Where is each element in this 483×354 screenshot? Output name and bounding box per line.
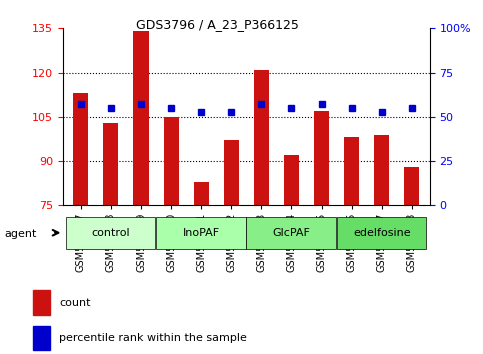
Text: percentile rank within the sample: percentile rank within the sample [59, 333, 247, 343]
Bar [254, 70, 269, 205]
Bar [284, 155, 299, 205]
Bar [404, 167, 419, 205]
FancyBboxPatch shape [156, 217, 246, 249]
Text: InoPAF: InoPAF [183, 228, 220, 238]
FancyBboxPatch shape [66, 217, 156, 249]
Bar [33, 290, 50, 315]
Bar [33, 326, 50, 350]
Bar [344, 137, 359, 205]
FancyBboxPatch shape [337, 217, 426, 249]
Bar [314, 111, 329, 205]
Bar [73, 93, 88, 205]
Text: GlcPAF: GlcPAF [272, 228, 311, 238]
Text: count: count [59, 298, 90, 308]
Text: GDS3796 / A_23_P366125: GDS3796 / A_23_P366125 [136, 18, 299, 31]
Bar [224, 141, 239, 205]
Bar [164, 117, 179, 205]
Bar [194, 182, 209, 205]
Bar [133, 31, 149, 205]
Text: control: control [92, 228, 130, 238]
Text: agent: agent [5, 229, 37, 239]
FancyBboxPatch shape [246, 217, 336, 249]
Bar [103, 123, 118, 205]
Bar [374, 135, 389, 205]
Text: edelfosine: edelfosine [353, 228, 411, 238]
